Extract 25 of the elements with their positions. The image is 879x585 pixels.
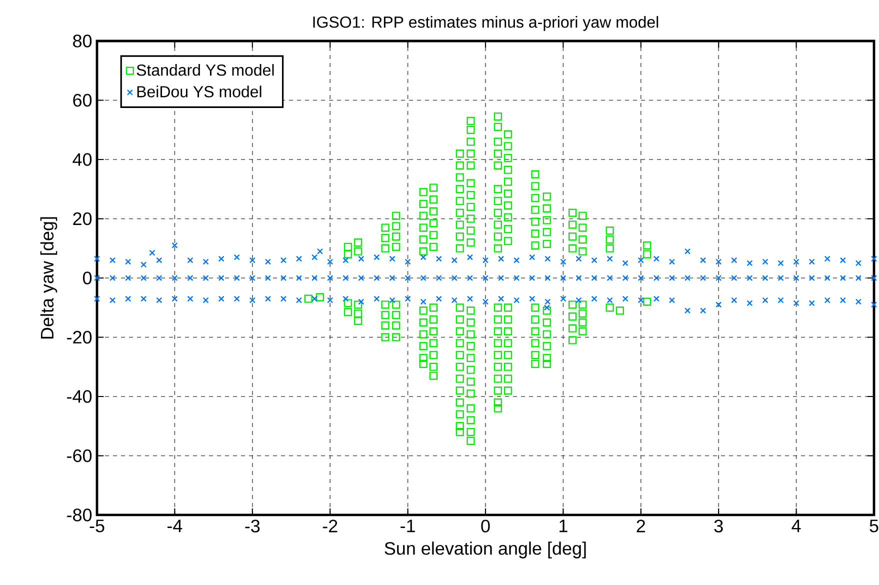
y-tick-label: 60 [73, 94, 92, 107]
x-tick-label: 4 [792, 520, 801, 532]
y-tick-label: 20 [73, 212, 92, 226]
x-tick-label: 5 [870, 520, 878, 532]
x-tick-label: -4 [167, 520, 182, 532]
x-tick-label: -1 [400, 520, 415, 532]
chart-title: IGSO1: RPP estimates minus a-priori yaw model [313, 16, 658, 31]
y-tick-label: -80 [67, 508, 92, 522]
y-axis-title: Delta yaw [deg] [40, 217, 58, 339]
y-tick-label: 40 [72, 153, 92, 166]
y-tick-label: -60 [67, 449, 92, 462]
x-tick-label: 0 [481, 520, 490, 532]
x-axis-title: Sun elevation angle [deg] [384, 542, 586, 558]
x-tick-label: 3 [714, 520, 723, 532]
y-tick-label: 80 [73, 34, 92, 48]
y-tick-label: -40 [67, 390, 92, 403]
y-tick-label: -20 [67, 330, 92, 344]
x-tick-label: 1 [560, 520, 568, 532]
y-tick-label: 0 [82, 272, 92, 284]
legend-label: Standard YS model [136, 64, 274, 76]
x-tick-label: -5 [90, 520, 104, 532]
x-tick-label: -2 [322, 520, 338, 532]
x-tick-label: 2 [636, 520, 646, 532]
x-tick-label: -3 [245, 520, 260, 532]
legend-label: BeiDou YS model [137, 86, 262, 98]
